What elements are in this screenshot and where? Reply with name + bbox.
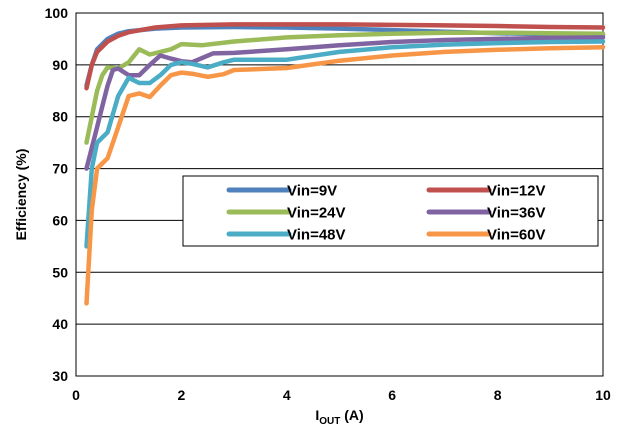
series-line-4 xyxy=(84,35,606,171)
y-tick-label: 40 xyxy=(52,316,68,332)
series-lines xyxy=(84,22,606,306)
series-line-2 xyxy=(84,22,606,91)
legend-label-1: Vin=9V xyxy=(287,183,337,200)
legend-label-3: Vin=24V xyxy=(287,205,346,222)
x-tick-label: 10 xyxy=(595,387,611,403)
series-line-5 xyxy=(84,39,606,249)
series-line-6 xyxy=(84,44,606,306)
legend-label-5: Vin=48V xyxy=(287,227,346,244)
x-tick-label: 0 xyxy=(72,387,80,403)
legend-label-4: Vin=36V xyxy=(487,205,546,222)
y-axis-title: Efficiency (%) xyxy=(13,149,29,241)
gridlines xyxy=(76,12,603,377)
legend-label-6: Vin=60V xyxy=(487,227,546,244)
x-tick-label: 8 xyxy=(494,387,502,403)
plot-frame xyxy=(75,12,604,377)
y-tick-label: 100 xyxy=(45,5,69,21)
x-axis-title: IOUT (A) xyxy=(315,407,363,427)
legend: Vin=9V Vin=12V Vin=24V Vin=36V Vin=48V Vin=60… xyxy=(182,175,599,247)
legend-label-2: Vin=12V xyxy=(487,183,546,200)
x-tick-label: 2 xyxy=(178,387,186,403)
y-tick-label: 30 xyxy=(52,368,68,384)
y-tick-label: 50 xyxy=(52,264,68,280)
x-axis-title-unit: (A) xyxy=(340,407,363,423)
y-tick-label: 70 xyxy=(52,161,68,177)
y-tick-label: 60 xyxy=(52,212,68,228)
y-tick-label: 90 xyxy=(52,57,68,73)
tick-labels: 30 40 50 60 70 80 90 100 0 2 4 6 8 10 xyxy=(45,5,611,403)
series-line-3 xyxy=(84,30,606,145)
x-tick-label: 4 xyxy=(283,387,291,403)
x-tick-label: 6 xyxy=(388,387,396,403)
y-tick-label: 80 xyxy=(52,109,68,125)
x-axis-title-main: I xyxy=(315,407,319,423)
x-axis-title-subscript: OUT xyxy=(319,416,340,427)
